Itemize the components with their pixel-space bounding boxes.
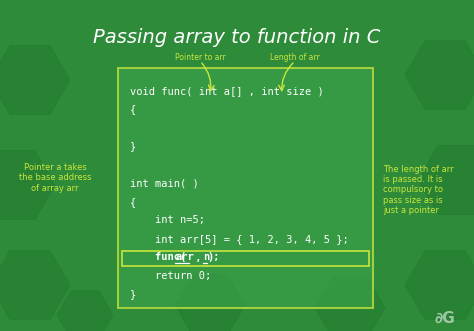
Polygon shape [315, 278, 385, 331]
Text: );: ); [207, 253, 220, 262]
Text: Passing array to function in C: Passing array to function in C [93, 28, 381, 47]
Text: return 0;: return 0; [130, 271, 211, 281]
Text: int n=5;: int n=5; [130, 215, 205, 225]
Text: }: } [130, 141, 136, 152]
Bar [122, 251, 369, 265]
Text: {: { [130, 105, 136, 115]
Polygon shape [405, 40, 474, 110]
Polygon shape [418, 145, 474, 214]
Text: void func( int a[] , int size ): void func( int a[] , int size ) [130, 86, 324, 96]
Text: arr: arr [175, 253, 194, 262]
Text: Pointer to arr: Pointer to arr [174, 53, 225, 62]
Text: }: } [130, 290, 136, 300]
Text: Length of arr: Length of arr [270, 53, 320, 62]
Text: func(: func( [130, 253, 192, 262]
Text: {: { [130, 197, 136, 207]
Text: The length of arr
is passed. It is
compulsory to
pass size as is
just a pointer: The length of arr is passed. It is compu… [383, 165, 454, 215]
Polygon shape [405, 250, 474, 320]
Text: ∂G: ∂G [435, 310, 456, 325]
Text: ,: , [189, 253, 208, 262]
Polygon shape [0, 250, 70, 320]
Text: int arr[5] = { 1, 2, 3, 4, 5 };: int arr[5] = { 1, 2, 3, 4, 5 }; [130, 234, 349, 244]
Polygon shape [175, 275, 245, 331]
Polygon shape [0, 150, 55, 220]
Text: n: n [203, 253, 209, 262]
Bar [118, 68, 373, 308]
Polygon shape [0, 45, 70, 115]
Polygon shape [57, 291, 113, 331]
Text: Pointer a takes
the base address
of array arr: Pointer a takes the base address of arra… [19, 163, 91, 193]
Text: int main( ): int main( ) [130, 178, 199, 188]
